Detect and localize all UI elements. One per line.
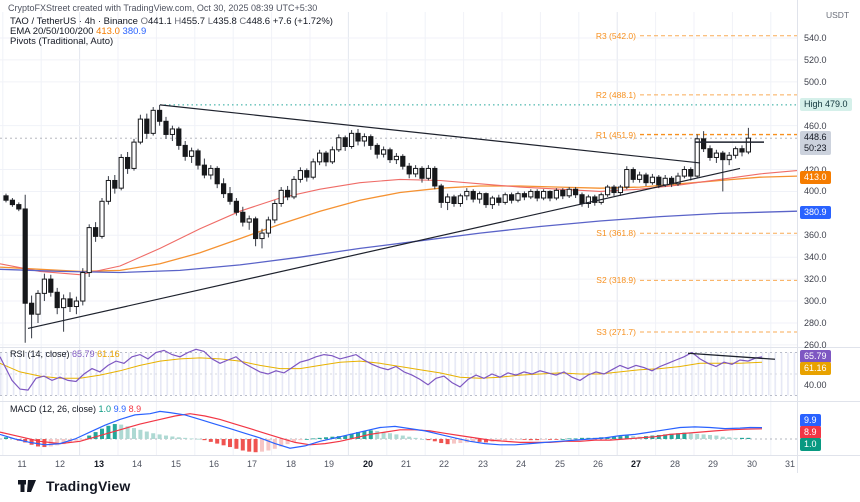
time-axis-separator <box>0 455 860 456</box>
price-tick: 460.0 <box>804 121 827 131</box>
tradingview-logo-text: TradingView <box>46 478 131 494</box>
date-tick[interactable]: 20 <box>362 459 373 469</box>
open-value: 441.1 <box>147 16 172 27</box>
rsi-line <box>0 348 763 391</box>
ema-value-orange: 413.0 <box>96 26 120 37</box>
rsi-band <box>0 352 797 396</box>
price-tick: 280.0 <box>804 318 827 328</box>
candles <box>3 104 751 343</box>
high-price-badge: High 479.0 <box>800 97 852 111</box>
macd-value-badge: 9.9 <box>800 414 821 427</box>
price-tick: 500.0 <box>804 77 827 87</box>
rsi-ma-line <box>0 357 763 379</box>
close-value: 448.6 <box>246 16 271 27</box>
date-tick[interactable]: 17 <box>246 459 257 469</box>
ema-value-blue: 380.9 <box>122 26 147 37</box>
rsi-panel-separator[interactable] <box>0 347 860 348</box>
ema-legend[interactable]: EMA 20/50/100/200 413.0 380.9 <box>10 26 146 37</box>
date-tick[interactable]: 30 <box>746 459 757 469</box>
price-tick: 340.0 <box>804 252 827 262</box>
triangle-upper-trendline[interactable] <box>159 104 701 164</box>
ema-price-badge: 380.9 <box>800 206 831 219</box>
low-label: L <box>207 16 213 27</box>
macd-hist-value: 1.0 <box>98 404 112 414</box>
date-tick[interactable]: 31 <box>784 459 795 469</box>
macd-histogram <box>4 424 751 453</box>
header-credit: CryptoFXStreet created with TradingView.… <box>8 3 318 13</box>
price-tick: 400.0 <box>804 186 827 196</box>
macd-value-badge: 8.9 <box>800 426 821 439</box>
rsi-value-badge: 65.79 <box>800 350 831 363</box>
rsi-axis-tick: 40.00 <box>804 380 827 390</box>
low-value: 435.8 <box>213 16 237 27</box>
pivot-label: S2 (318.9) <box>596 275 636 285</box>
date-tick[interactable]: 21 <box>400 459 411 469</box>
tradingview-logo[interactable]: TradingView <box>18 478 130 494</box>
price-tick: 540.0 <box>804 33 827 43</box>
rsi-ma-value: 61.16 <box>97 349 120 359</box>
bar-countdown: 50:23 <box>804 143 827 154</box>
date-tick[interactable]: 25 <box>554 459 565 469</box>
ema-label: EMA 20/50/100/200 <box>10 26 94 37</box>
price-tick: 520.0 <box>804 55 827 65</box>
macd-value-badge: 1.0 <box>800 438 821 451</box>
open-label: O <box>140 16 148 27</box>
triangle-lower-trendline[interactable] <box>27 167 741 330</box>
high-label: H <box>174 16 182 27</box>
date-tick[interactable]: 18 <box>285 459 296 469</box>
symbol-title: TAO / TetherUS · 4h · Binance <box>10 16 138 27</box>
date-tick[interactable]: 11 <box>17 459 27 469</box>
symbol-legend[interactable]: TAO / TetherUS · 4h · Binance O441.1 H45… <box>10 16 333 27</box>
date-tick[interactable]: 13 <box>93 459 104 469</box>
pivot-label: R1 (451.9) <box>595 130 636 140</box>
macd-signal-value: 8.9 <box>128 404 142 414</box>
price-tick: 320.0 <box>804 274 827 284</box>
date-tick[interactable]: 26 <box>592 459 603 469</box>
macd-line <box>0 410 763 449</box>
rsi-label: RSI (14, close) <box>10 349 70 359</box>
rsi-value-badge: 61.16 <box>800 362 831 375</box>
pivot-label: S1 (361.8) <box>596 228 636 238</box>
date-tick[interactable]: 14 <box>131 459 142 469</box>
tradingview-logo-icon <box>18 480 36 492</box>
macd-line-value: 9.9 <box>113 404 127 414</box>
date-tick[interactable]: 28 <box>669 459 680 469</box>
price-tick: 300.0 <box>804 296 827 306</box>
date-tick[interactable]: 15 <box>170 459 181 469</box>
close-label: C <box>239 16 247 27</box>
ema-price-badge: 413.0 <box>800 171 831 184</box>
date-tick[interactable]: 29 <box>707 459 718 469</box>
change-value: +7.6 (+1.72%) <box>272 16 333 27</box>
rsi-legend[interactable]: RSI (14, close) 65.79 61.16 <box>10 349 120 359</box>
macd-panel-separator[interactable] <box>0 401 860 402</box>
high-value: 455.7 <box>181 16 206 27</box>
date-tick[interactable]: 19 <box>323 459 334 469</box>
macd-legend[interactable]: MACD (12, 26, close) 1.0 9.9 8.9 <box>10 404 141 414</box>
last-price-badge: 448.6 50:23 <box>800 131 831 156</box>
pivots-legend[interactable]: Pivots (Traditional, Auto) <box>10 36 114 47</box>
date-tick[interactable]: 27 <box>630 459 641 469</box>
date-tick[interactable]: 16 <box>208 459 219 469</box>
price-axis[interactable] <box>797 0 860 473</box>
rsi-value: 65.79 <box>72 349 95 359</box>
date-tick[interactable]: 12 <box>54 459 65 469</box>
rsi-trendline[interactable] <box>687 352 776 360</box>
macd-signal-line <box>0 413 763 446</box>
macd-label: MACD (12, 26, close) <box>10 404 97 414</box>
axis-currency-label: USDT <box>826 10 850 20</box>
ema-200 <box>0 210 798 274</box>
pivot-label: R2 (488.1) <box>595 90 636 100</box>
date-tick[interactable]: 23 <box>477 459 488 469</box>
price-tick: 360.0 <box>804 230 827 240</box>
pivot-label: S3 (271.7) <box>596 327 636 337</box>
ema-50 <box>0 170 798 276</box>
date-tick[interactable]: 24 <box>515 459 526 469</box>
date-tick[interactable]: 22 <box>438 459 449 469</box>
pivot-label: R3 (542.0) <box>595 31 636 41</box>
price-tick: 260.0 <box>804 340 827 350</box>
price-tick: 420.0 <box>804 165 827 175</box>
